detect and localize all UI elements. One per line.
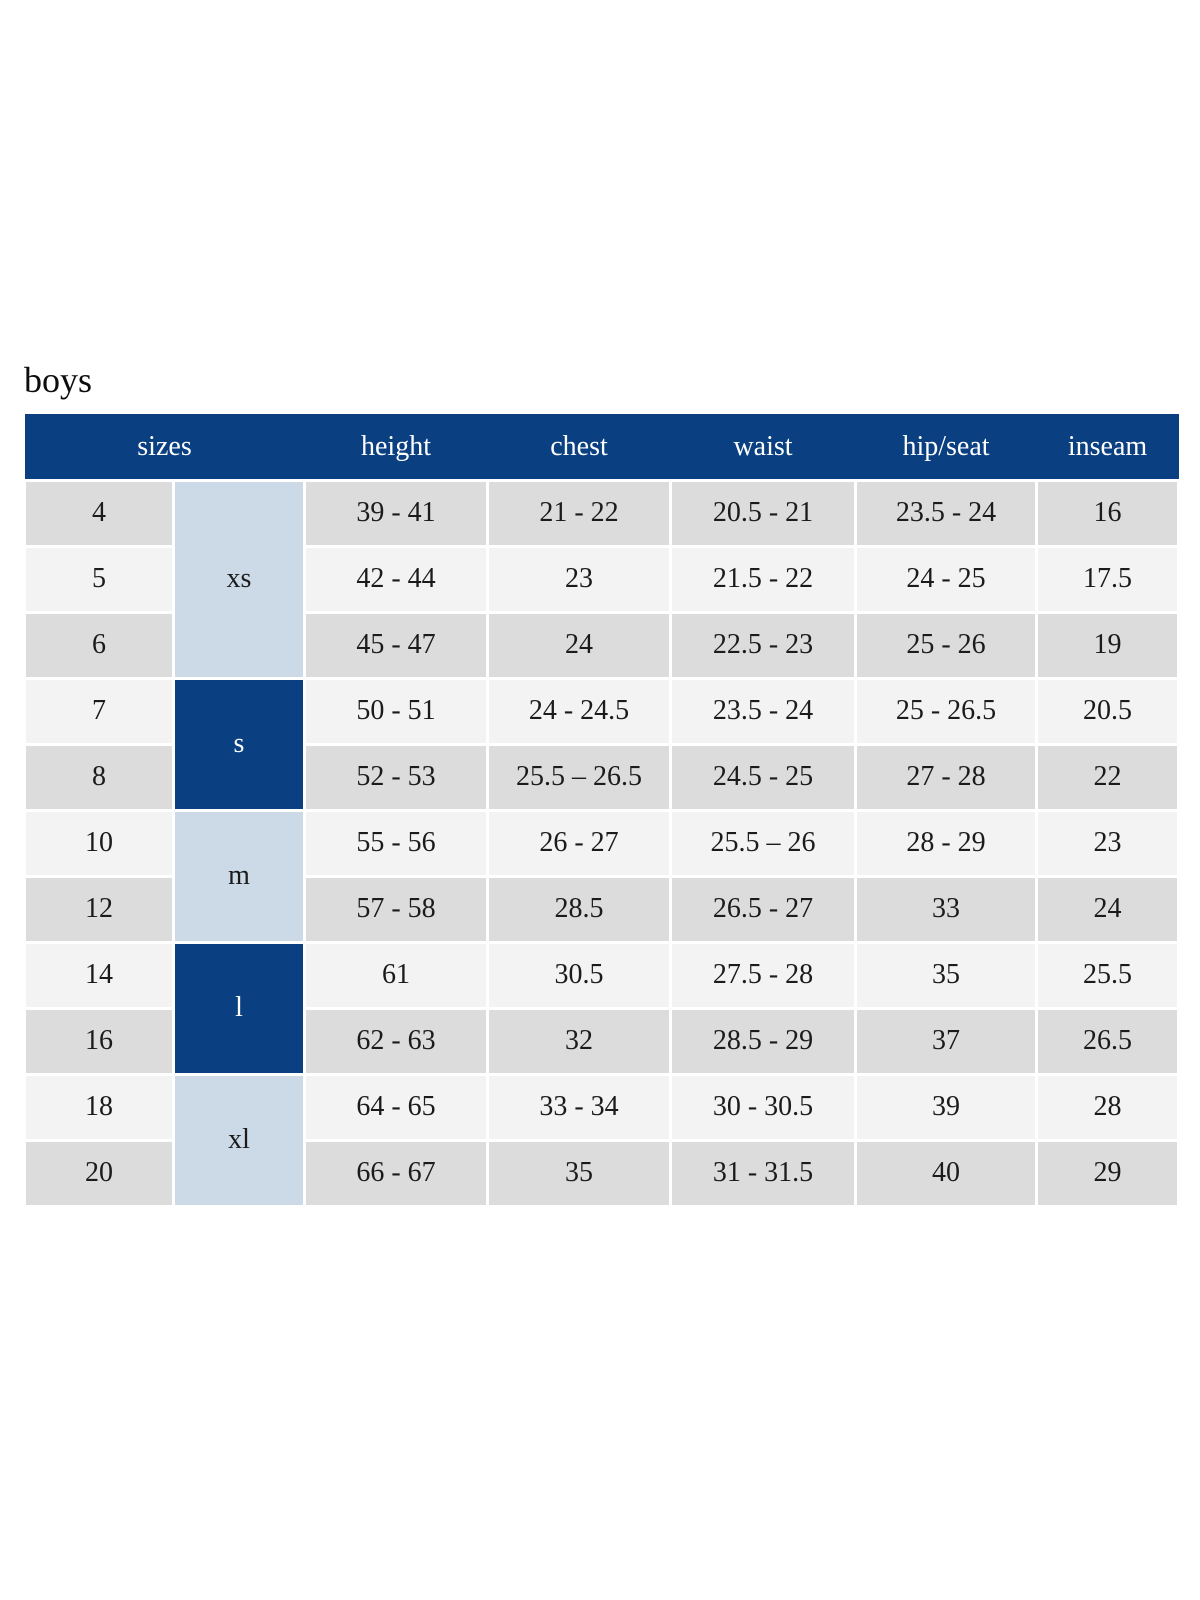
chest-cell: 28.5: [486, 874, 672, 944]
size-chart-section: boys sizes height chest waist hip/seat i…: [23, 360, 1180, 1208]
hip-seat-cell: 35: [854, 940, 1038, 1010]
size-group-cell-xs: xs: [172, 478, 306, 680]
size-cell: 16: [23, 1006, 175, 1076]
size-cell: 8: [23, 742, 175, 812]
inseam-cell: 29: [1035, 1138, 1180, 1208]
chest-cell: 26 - 27: [486, 808, 672, 878]
table-row-size-12: 12 57 - 58 28.5 26.5 - 27 33 24: [23, 874, 1180, 944]
size-cell: 12: [23, 874, 175, 944]
waist-cell: 20.5 - 21: [669, 478, 857, 548]
size-cell: 20: [23, 1138, 175, 1208]
hip-seat-cell: 25 - 26.5: [854, 676, 1038, 746]
inseam-cell: 22: [1035, 742, 1180, 812]
hip-seat-cell: 37: [854, 1006, 1038, 1076]
inseam-cell: 23: [1035, 808, 1180, 878]
chest-cell: 24 - 24.5: [486, 676, 672, 746]
height-cell: 66 - 67: [303, 1138, 489, 1208]
table-row-size-4: 4 xs 39 - 41 21 - 22 20.5 - 21 23.5 - 24 16: [23, 478, 1180, 680]
chest-cell: 21 - 22: [486, 478, 672, 548]
chest-cell: 25.5 – 26.5: [486, 742, 672, 812]
boys-size-table: sizes height chest waist hip/seat inseam…: [23, 414, 1180, 1208]
height-cell: 61: [303, 940, 489, 1010]
inseam-cell: 20.5: [1035, 676, 1180, 746]
chest-cell: 33 - 34: [486, 1072, 672, 1142]
size-cell: 10: [23, 808, 175, 878]
height-cell: 45 - 47: [303, 610, 489, 680]
height-cell: 57 - 58: [303, 874, 489, 944]
waist-cell: 25.5 – 26: [669, 808, 857, 878]
waist-cell: 22.5 - 23: [669, 610, 857, 680]
inseam-cell: 24: [1035, 874, 1180, 944]
height-cell: 50 - 51: [303, 676, 489, 746]
waist-cell: 30 - 30.5: [669, 1072, 857, 1142]
size-group-cell-xl: xl: [172, 1072, 306, 1208]
size-cell: 5: [23, 544, 175, 614]
hip-seat-cell: 28 - 29: [854, 808, 1038, 878]
hip-seat-cell: 23.5 - 24: [854, 478, 1038, 548]
waist-cell: 27.5 - 28: [669, 940, 857, 1010]
size-group-cell-m: m: [172, 808, 306, 944]
inseam-cell: 17.5: [1035, 544, 1180, 614]
waist-cell: 24.5 - 25: [669, 742, 857, 812]
table-row-size-18: 18 xl 64 - 65 33 - 34 30 - 30.5 39 28: [23, 1072, 1180, 1208]
hip-seat-cell: 27 - 28: [854, 742, 1038, 812]
chest-cell: 23: [486, 544, 672, 614]
height-cell: 62 - 63: [303, 1006, 489, 1076]
size-group-cell-l: l: [172, 940, 306, 1076]
size-table-body: 4 xs 39 - 41 21 - 22 20.5 - 21 23.5 - 24 16 5 42…: [23, 478, 1180, 1208]
size-group-cell-s: s: [172, 676, 306, 812]
size-cell: 7: [23, 676, 175, 746]
size-cell: 18: [23, 1072, 175, 1142]
chest-cell: 30.5: [486, 940, 672, 1010]
height-cell: 42 - 44: [303, 544, 489, 614]
header-height: height: [304, 414, 488, 481]
chest-cell: 35: [486, 1138, 672, 1208]
waist-cell: 31 - 31.5: [669, 1138, 857, 1208]
header-hip-seat: hip/seat: [855, 414, 1037, 481]
table-row-size-20: 20 66 - 67 35 31 - 31.5 40 29: [23, 1138, 1180, 1208]
chest-cell: 32: [486, 1006, 672, 1076]
table-header-row: sizes height chest waist hip/seat inseam: [24, 414, 1179, 481]
header-sizes: sizes: [24, 414, 305, 481]
height-cell: 52 - 53: [303, 742, 489, 812]
hip-seat-cell: 39: [854, 1072, 1038, 1142]
hip-seat-cell: 33: [854, 874, 1038, 944]
page-title: boys: [24, 360, 93, 400]
hip-seat-cell: 40: [854, 1138, 1038, 1208]
inseam-cell: 25.5: [1035, 940, 1180, 1010]
chest-cell: 24: [486, 610, 672, 680]
inseam-cell: 19: [1035, 610, 1180, 680]
height-cell: 55 - 56: [303, 808, 489, 878]
size-cell: 14: [23, 940, 175, 1010]
hip-seat-cell: 24 - 25: [854, 544, 1038, 614]
waist-cell: 23.5 - 24: [669, 676, 857, 746]
table-row-size-10: 10 m 55 - 56 26 - 27 25.5 – 26 28 - 29 23: [23, 808, 1180, 944]
size-cell: 4: [23, 478, 175, 548]
inseam-cell: 28: [1035, 1072, 1180, 1142]
waist-cell: 26.5 - 27: [669, 874, 857, 944]
height-cell: 39 - 41: [303, 478, 489, 548]
header-waist: waist: [670, 414, 856, 481]
table-row-size-6: 6 45 - 47 24 22.5 - 23 25 - 26 19: [23, 610, 1180, 680]
table-row-size-8: 8 52 - 53 25.5 – 26.5 24.5 - 25 27 - 28 22: [23, 742, 1180, 812]
height-cell: 64 - 65: [303, 1072, 489, 1142]
table-row-size-5: 5 42 - 44 23 21.5 - 22 24 - 25 17.5: [23, 544, 1180, 614]
table-row-size-14: 14 l 61 30.5 27.5 - 28 35 25.5: [23, 940, 1180, 1076]
inseam-cell: 16: [1035, 478, 1180, 548]
header-chest: chest: [487, 414, 671, 481]
table-row-size-16: 16 62 - 63 32 28.5 - 29 37 26.5: [23, 1006, 1180, 1076]
hip-seat-cell: 25 - 26: [854, 610, 1038, 680]
table-row-size-7: 7 s 50 - 51 24 - 24.5 23.5 - 24 25 - 26.5 20.5: [23, 676, 1180, 812]
waist-cell: 28.5 - 29: [669, 1006, 857, 1076]
header-inseam: inseam: [1036, 414, 1179, 481]
size-cell: 6: [23, 610, 175, 680]
inseam-cell: 26.5: [1035, 1006, 1180, 1076]
waist-cell: 21.5 - 22: [669, 544, 857, 614]
